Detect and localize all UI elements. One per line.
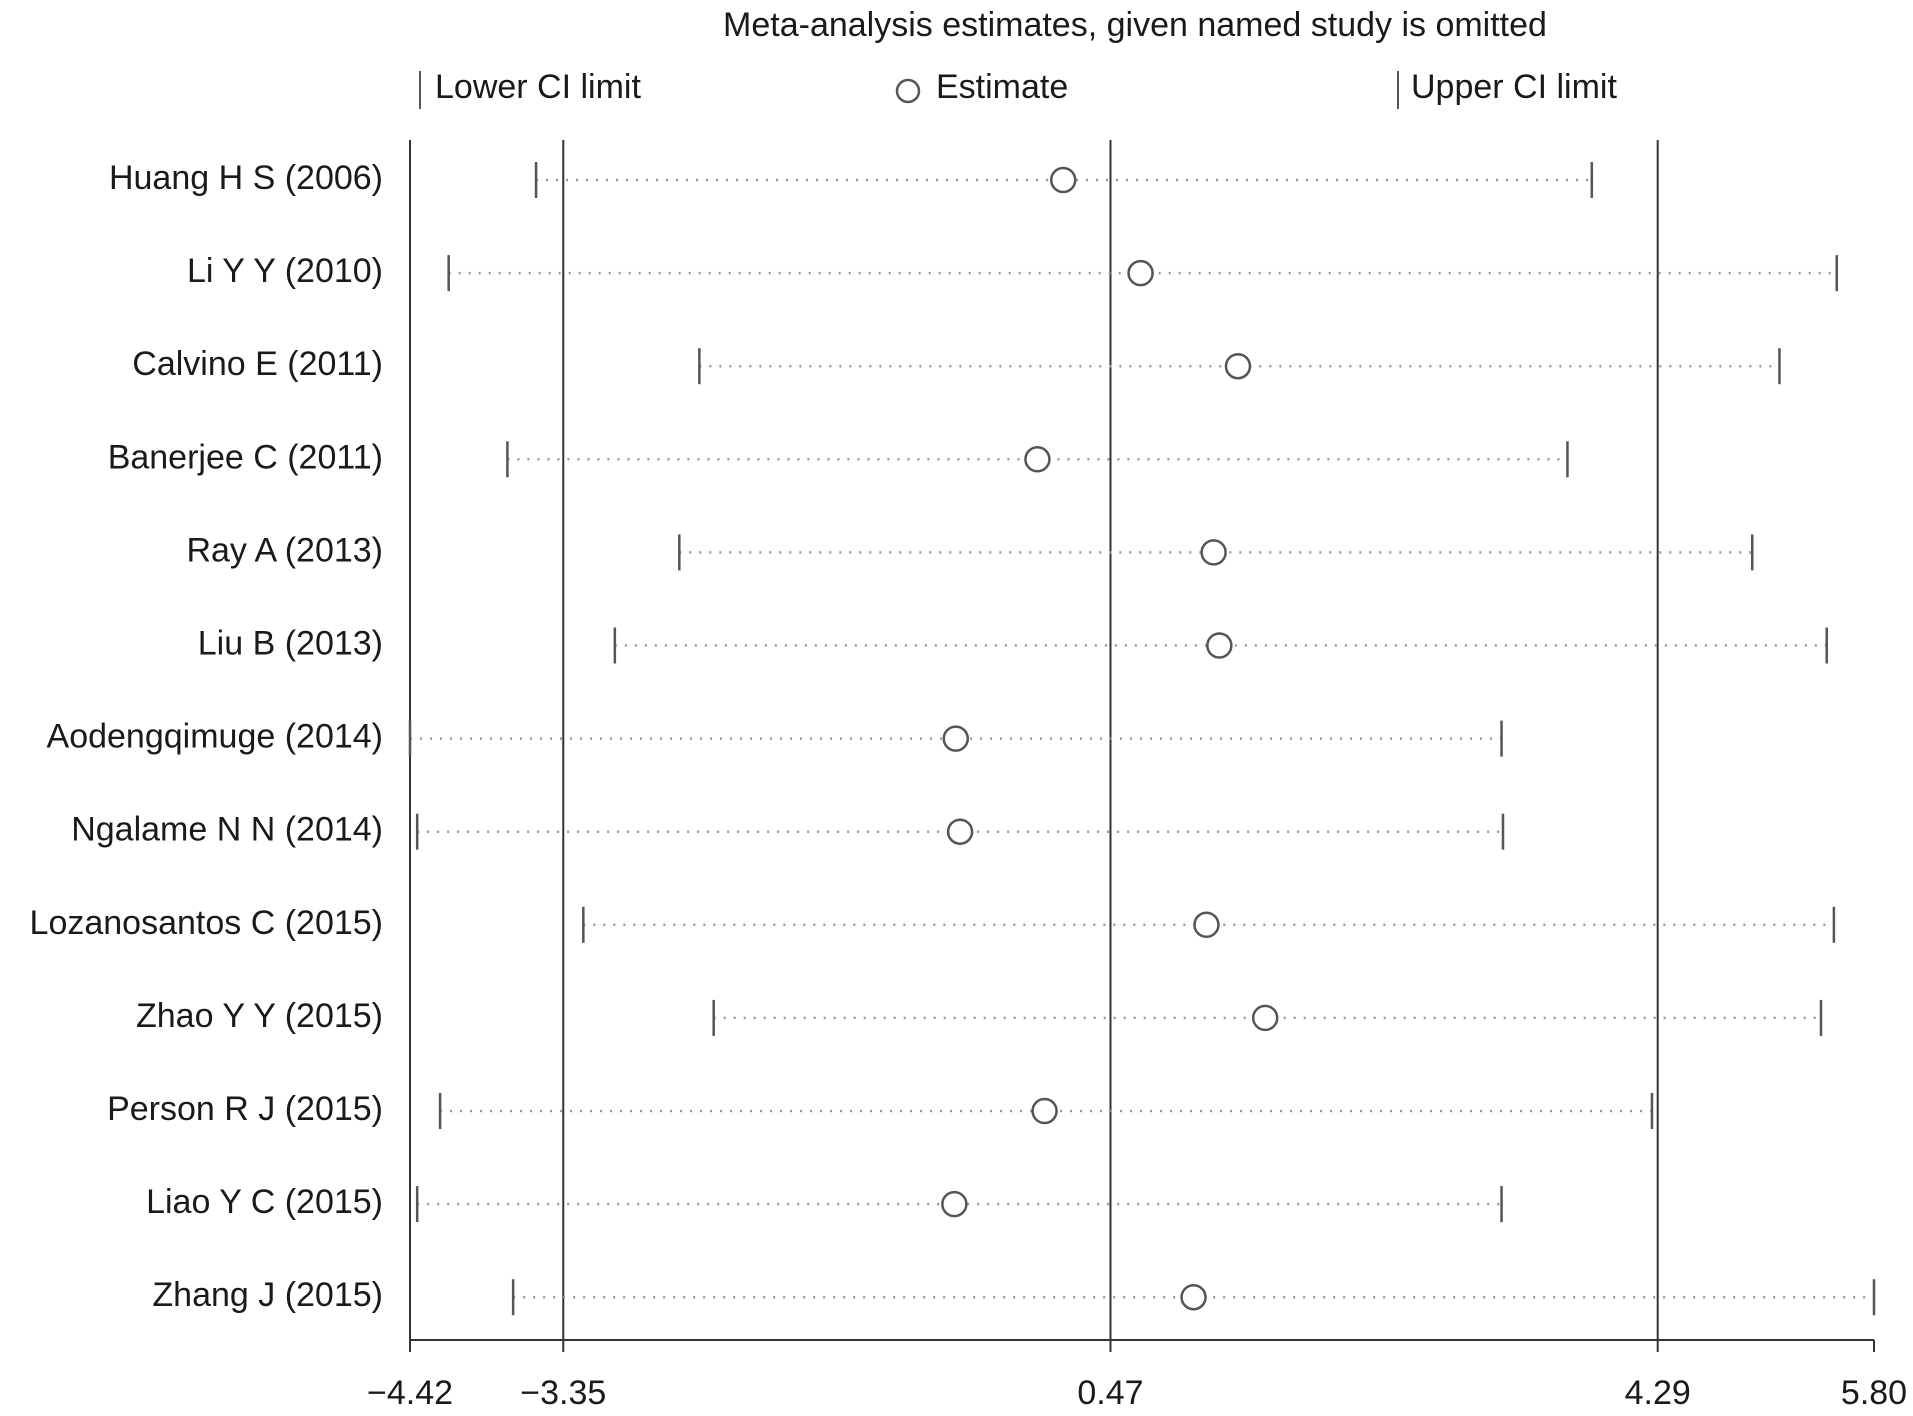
row-label: Ngalame N N (2014) <box>71 811 383 849</box>
legend-marker <box>895 78 921 104</box>
row-label: Person R J (2015) <box>107 1090 383 1128</box>
estimate <box>946 818 974 845</box>
estimate <box>1031 1097 1058 1125</box>
x-tick-label: 4.29 <box>1625 1374 1691 1412</box>
estimate <box>942 725 970 752</box>
x-tick-label: 0.47 <box>1077 1374 1143 1412</box>
estimate <box>941 1190 968 1218</box>
row-label: Banerjee C (2011) <box>108 438 383 476</box>
row-label: Lozanosantos C (2015) <box>30 904 383 942</box>
row-label: Zhang J (2015) <box>152 1276 383 1314</box>
row-label: Li Y Y (2010) <box>187 252 383 290</box>
row-label: Zhao Y Y (2015) <box>136 997 383 1035</box>
x-tick-label: −3.35 <box>520 1374 606 1412</box>
legend-label: Estimate <box>936 68 1068 106</box>
estimate <box>1224 352 1252 380</box>
estimate <box>1251 1004 1279 1032</box>
estimate <box>1200 539 1227 566</box>
legend-label: Upper CI limit <box>1411 68 1617 106</box>
estimate <box>1193 911 1220 939</box>
x-tick-label: −4.42 <box>367 1374 453 1412</box>
x-tick-label: 5.80 <box>1841 1374 1907 1412</box>
row-label: Aodengqimuge (2014) <box>47 718 383 756</box>
row-label: Calvino E (2011) <box>132 345 383 383</box>
row-label: Ray A (2013) <box>186 531 383 569</box>
row-label: Huang H S (2006) <box>109 159 383 197</box>
estimate <box>1127 259 1154 287</box>
estimate <box>1206 632 1233 659</box>
row-label: Liu B (2013) <box>198 624 383 662</box>
row-label: Liao Y C (2015) <box>146 1183 383 1221</box>
estimate <box>1049 166 1077 194</box>
estimate <box>1180 1283 1207 1311</box>
legend-label: Lower CI limit <box>435 68 641 106</box>
estimate <box>1024 446 1051 473</box>
chart-title: Meta-analysis estimates, given named stu… <box>723 6 1547 44</box>
